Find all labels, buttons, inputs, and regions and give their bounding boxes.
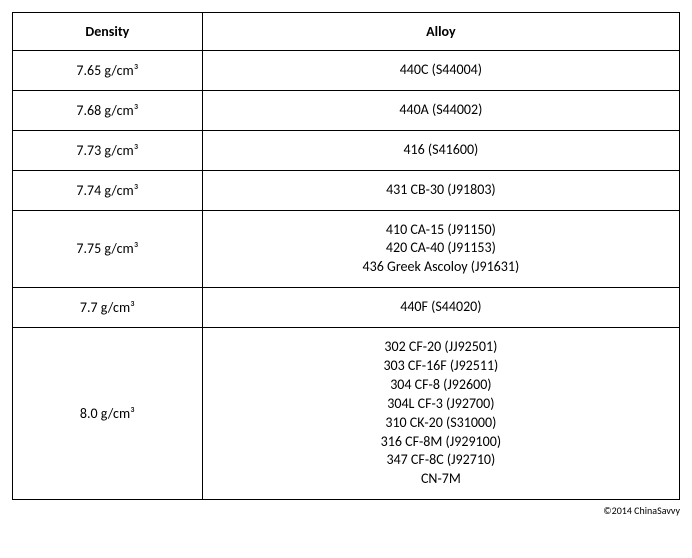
alloy-value: CN-7M [209,470,673,489]
alloy-value: 440A (S44002) [209,101,673,120]
alloy-value: 310 CK-20 (S31000) [209,414,673,433]
table-row: 7.68 g/cm³ 440A (S44002) [13,90,680,130]
alloy-value: 420 CA-40 (J91153) [209,239,673,258]
density-alloy-table: Density Alloy 7.65 g/cm³ 440C (S44004) 7… [12,12,680,500]
table-row: 7.75 g/cm³ 410 CA-15 (J91150) 420 CA-40 … [13,210,680,288]
alloy-cell: 440A (S44002) [202,90,679,130]
density-cell: 7.68 g/cm³ [13,90,203,130]
alloy-value: 416 (S41600) [209,141,673,160]
alloy-value: 304L CF-3 (J92700) [209,395,673,414]
copyright-footer: ©2014 ChinaSavvy [12,504,680,517]
alloy-cell: 431 CB-30 (J91803) [202,170,679,210]
alloy-cell: 440F (S44020) [202,288,679,328]
table-row: 7.73 g/cm³ 416 (S41600) [13,130,680,170]
density-cell: 7.7 g/cm³ [13,288,203,328]
alloy-value: 410 CA-15 (J91150) [209,221,673,240]
alloy-cell: 410 CA-15 (J91150) 420 CA-40 (J91153) 43… [202,210,679,288]
column-header-density: Density [13,13,203,51]
table-row: 7.65 g/cm³ 440C (S44004) [13,51,680,91]
density-cell: 7.65 g/cm³ [13,51,203,91]
alloy-value: 436 Greek Ascoloy (J91631) [209,258,673,277]
alloy-value: 440F (S44020) [209,298,673,317]
alloy-cell: 302 CF-20 (JJ92501) 303 CF-16F (J92511) … [202,328,679,500]
alloy-value: 316 CF-8M (J929100) [209,433,673,452]
density-cell: 7.73 g/cm³ [13,130,203,170]
alloy-cell: 416 (S41600) [202,130,679,170]
table-row: 7.7 g/cm³ 440F (S44020) [13,288,680,328]
column-header-alloy: Alloy [202,13,679,51]
table-row: 7.74 g/cm³ 431 CB-30 (J91803) [13,170,680,210]
table-row: 8.0 g/cm³ 302 CF-20 (JJ92501) 303 CF-16F… [13,328,680,500]
alloy-value: 304 CF-8 (J92600) [209,376,673,395]
alloy-value: 440C (S44004) [209,61,673,80]
density-cell: 8.0 g/cm³ [13,328,203,500]
alloy-cell: 440C (S44004) [202,51,679,91]
alloy-value: 347 CF-8C (J92710) [209,451,673,470]
alloy-value: 431 CB-30 (J91803) [209,181,673,200]
density-cell: 7.74 g/cm³ [13,170,203,210]
alloy-value: 303 CF-16F (J92511) [209,357,673,376]
alloy-value: 302 CF-20 (JJ92501) [209,338,673,357]
density-cell: 7.75 g/cm³ [13,210,203,288]
table-header-row: Density Alloy [13,13,680,51]
